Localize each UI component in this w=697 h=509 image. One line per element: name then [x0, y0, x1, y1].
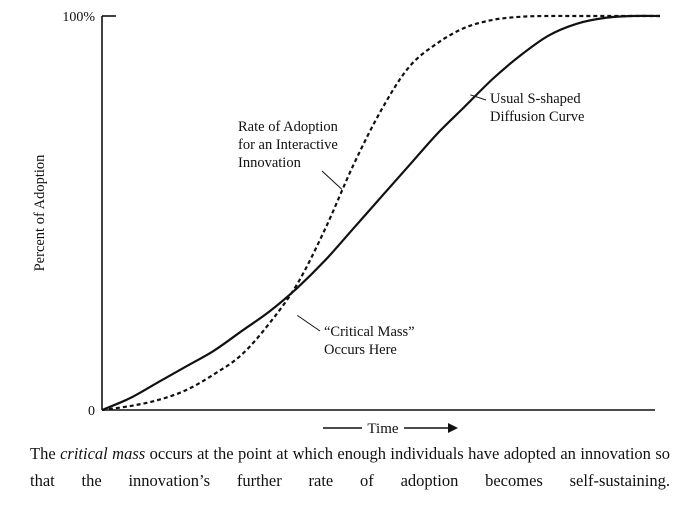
x-label-arrowhead	[448, 423, 458, 433]
y-tick-label-zero: 0	[88, 404, 95, 419]
series-line-interactive	[101, 14, 660, 412]
caption-text-after: occurs at the point at which enough indi…	[30, 444, 670, 490]
y-axis-label: Percent of Adoption	[32, 154, 48, 272]
series-line-s-curve	[101, 14, 661, 412]
annotation-critical-mass-text: “Critical Mass” Occurs Here	[324, 324, 418, 358]
annotation-s-curve-leader	[470, 94, 487, 101]
annotation-critical-mass-leader	[297, 314, 321, 332]
x-axis-label: Time	[367, 421, 398, 437]
caption-text-before: The	[30, 444, 61, 463]
annotation-interactive-text: Rate of Adoption for an Interactive Inno…	[238, 119, 342, 171]
y-tick-label-top: 100%	[62, 10, 95, 25]
figure-caption: The critical mass occurs at the point at…	[30, 440, 670, 494]
annotation-interactive-leader	[321, 170, 343, 190]
annotation-s-curve-text: Usual S-shaped Diffusion Curve	[490, 91, 584, 125]
caption-emphasis: critical mass	[60, 444, 146, 463]
